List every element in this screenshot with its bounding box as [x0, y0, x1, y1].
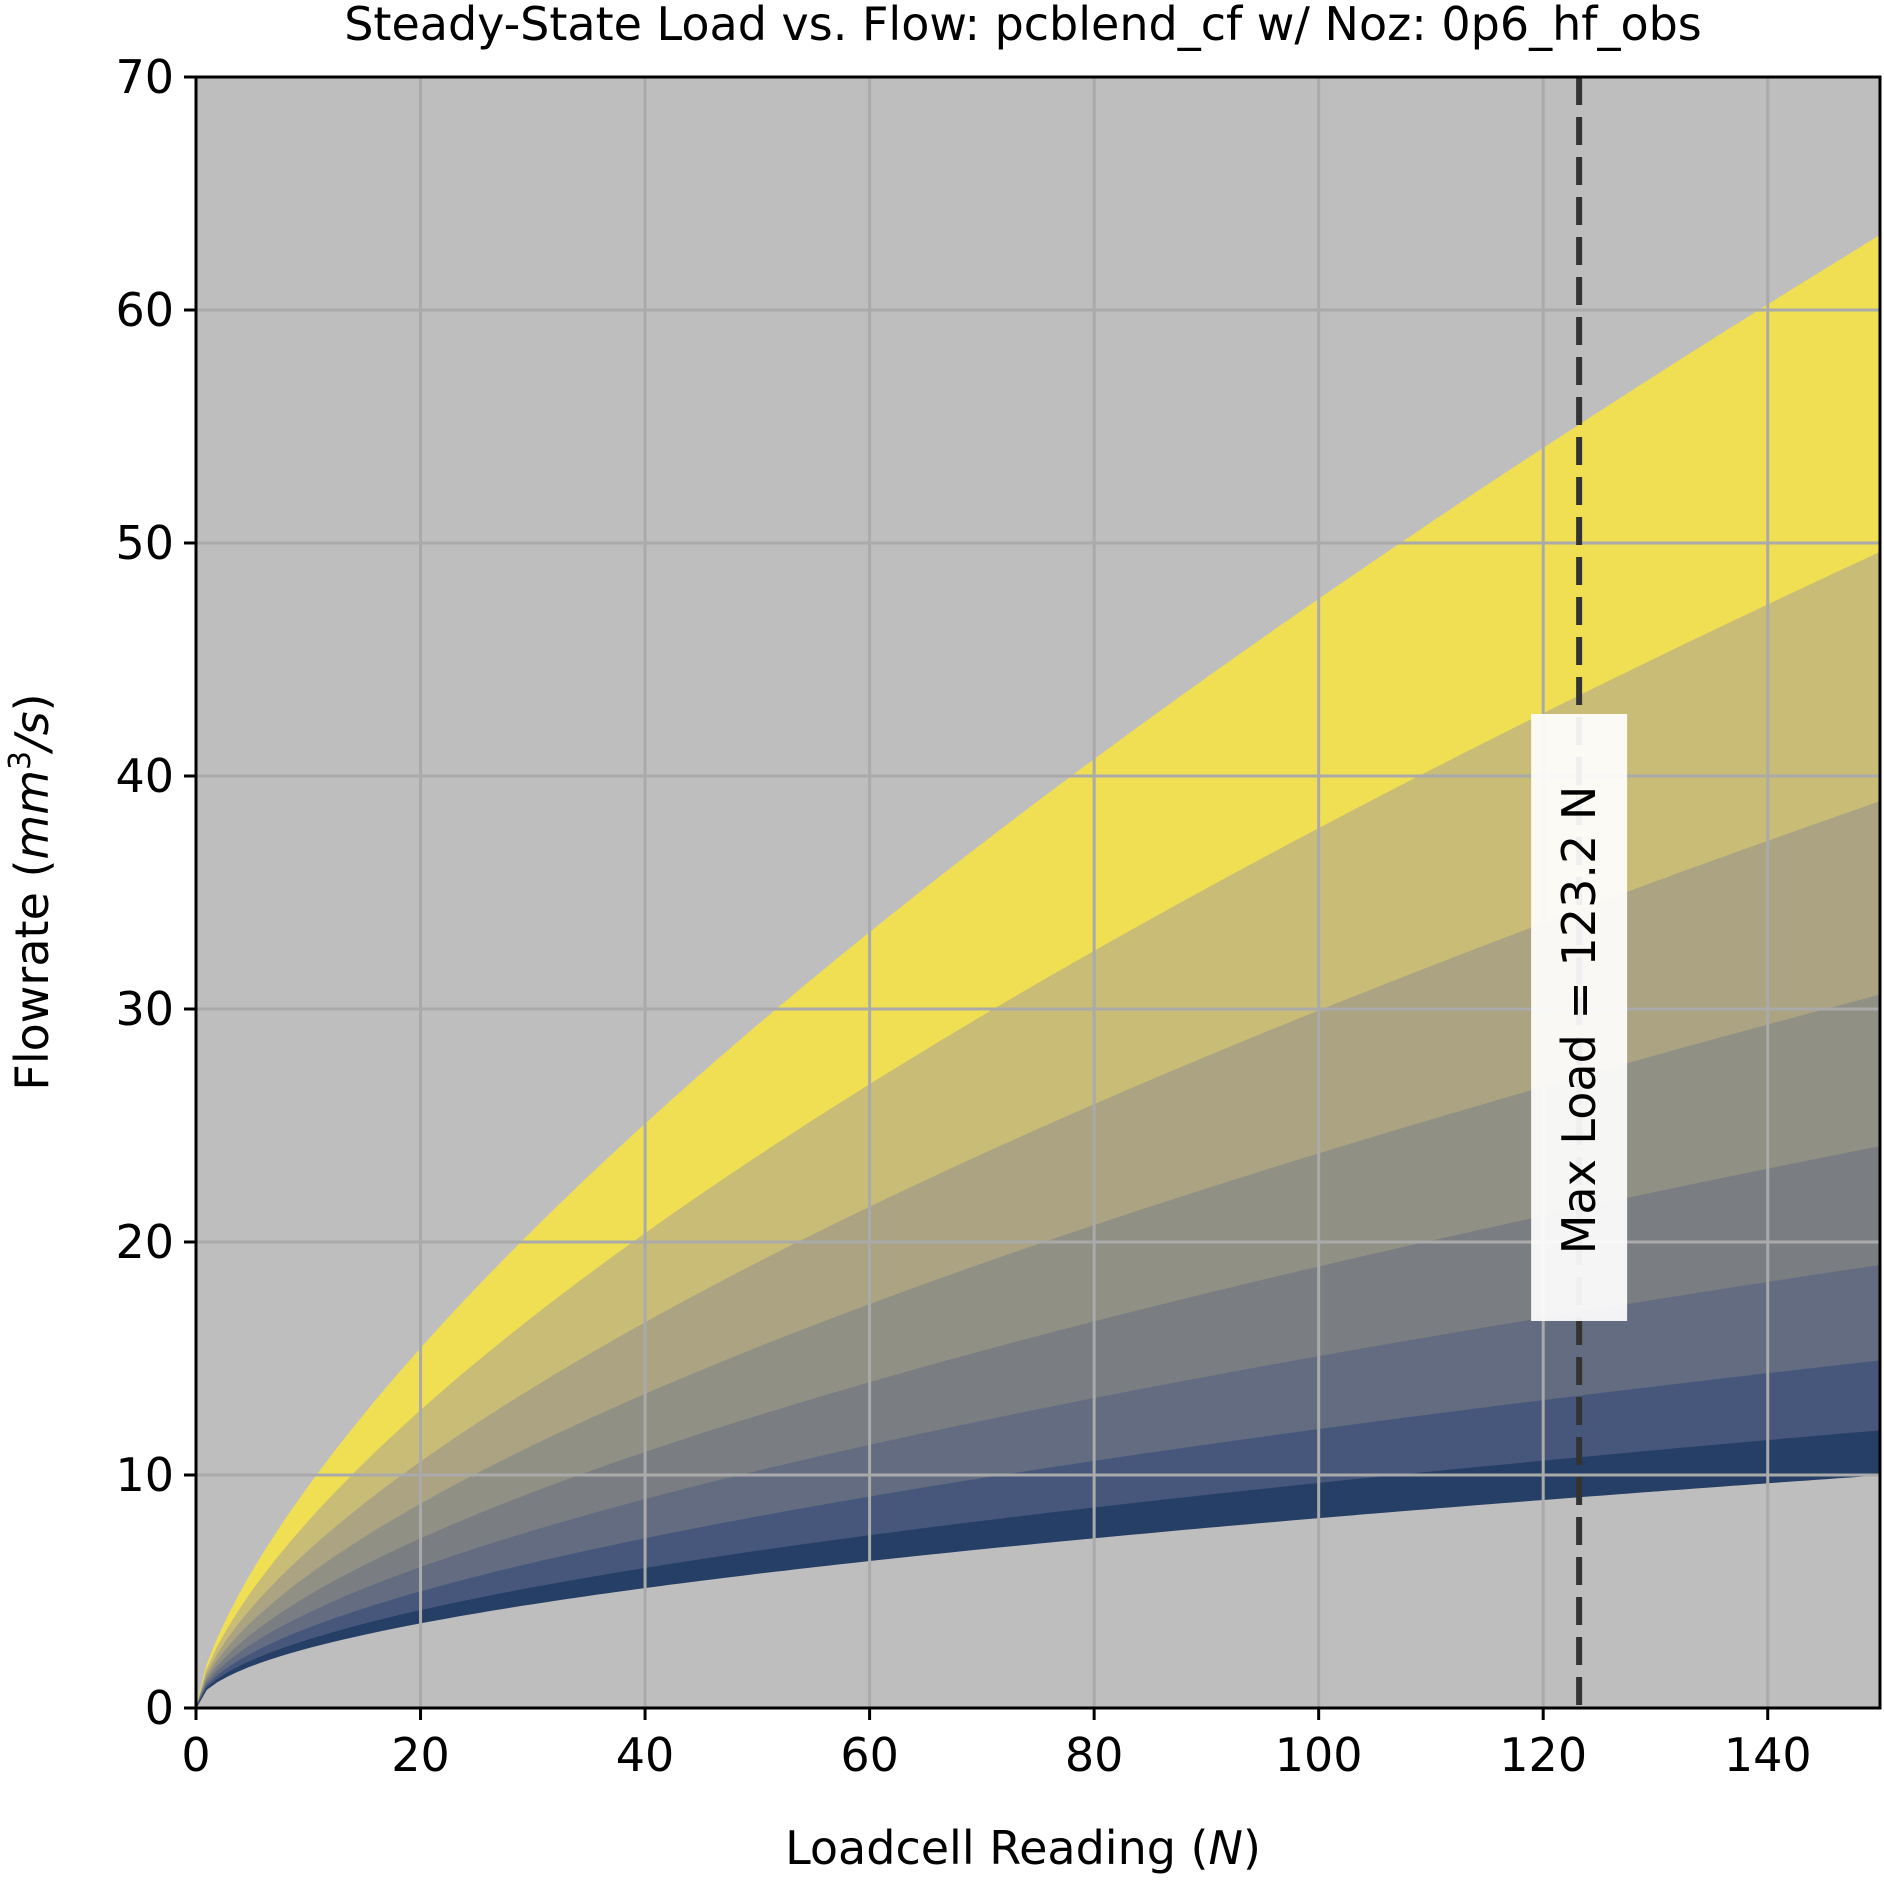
- x-tick-label: 80: [1065, 1728, 1124, 1782]
- x-axis-title: Loadcell Reading (N): [785, 1821, 1261, 1875]
- max-load-label: Max Load = 123.2 N: [1552, 786, 1606, 1255]
- x-tick-label: 140: [1724, 1728, 1812, 1782]
- y-tick-label: 10: [115, 1448, 174, 1502]
- plot-area: Max Load = 123.2 N: [194, 75, 1882, 1710]
- chart-title: Steady-State Load vs. Flow: pcblend_cf w…: [344, 0, 1702, 51]
- ticks-layer: 0 20 40 60 80 100 120 140 0 10 20 30 40 50 60 70: [115, 50, 1811, 1782]
- y-tick-label: 40: [115, 749, 174, 803]
- x-tick-label: 40: [616, 1728, 675, 1782]
- max-load-layer: Max Load = 123.2 N: [1531, 77, 1628, 1708]
- x-tick-label: 60: [840, 1728, 899, 1782]
- y-tick-label: 50: [115, 516, 174, 570]
- bands-layer: [195, 234, 1881, 1709]
- x-tick-label: 0: [181, 1728, 210, 1782]
- y-tick-label: 0: [145, 1681, 174, 1735]
- y-axis-title: Flowrate (mm3/s): [3, 693, 59, 1090]
- x-tick-label: 120: [1499, 1728, 1587, 1782]
- y-tick-label: 60: [115, 283, 174, 337]
- x-tick-label: 100: [1275, 1728, 1363, 1782]
- plot-frame: [194, 75, 1882, 1710]
- x-tick-label: 20: [391, 1728, 450, 1782]
- y-tick-label: 20: [115, 1215, 174, 1269]
- y-tick-label: 70: [115, 50, 174, 104]
- y-tick-label: 30: [115, 982, 174, 1036]
- max-load-label-box: [1531, 714, 1628, 1321]
